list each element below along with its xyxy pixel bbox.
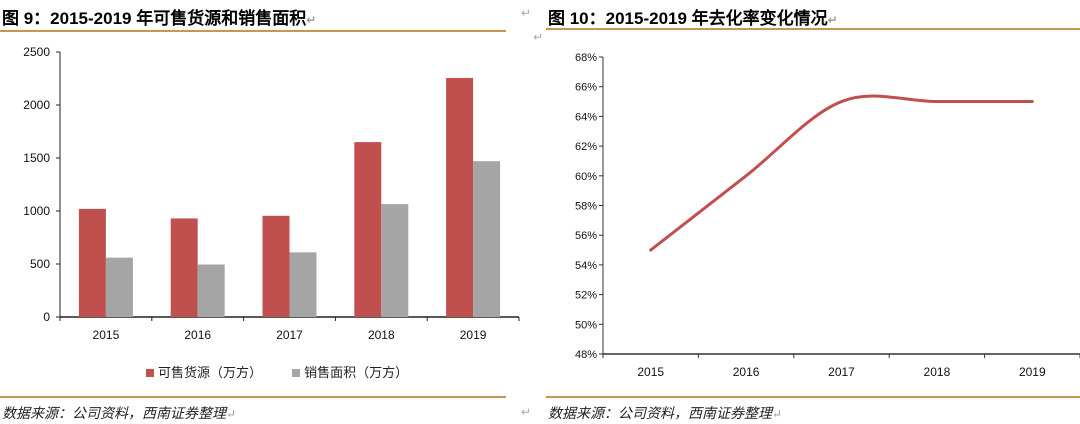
bar-sales-area-2016 — [197, 264, 225, 317]
paragraph-mark: ↵ — [533, 30, 544, 44]
y-tick-label: 58% — [575, 201, 597, 213]
x-tick-label: 2018 — [924, 365, 951, 379]
bar-available-supply-2019 — [446, 77, 474, 317]
bar-available-supply-2016 — [170, 218, 198, 317]
y-tick-label: 54% — [575, 260, 597, 272]
y-tick-label: 500 — [30, 257, 50, 271]
bar-sales-area-2018 — [381, 204, 409, 317]
bar-chart-legend: 可售货源（万方） 销售面积（万方） — [146, 362, 434, 381]
bar-sales-area-2019 — [473, 161, 501, 317]
legend-item-available-supply: 可售货源（万方） — [146, 366, 262, 381]
bar-available-supply-2017 — [262, 215, 290, 317]
bar-available-supply-2018 — [354, 142, 382, 317]
legend-swatch-gray — [292, 369, 301, 377]
y-tick-label: 48% — [575, 349, 597, 361]
left-figure-panel: 图 9：2015-2019 年可售货源和销售面积↵ 0 500 1000 1500 20… — [0, 0, 520, 424]
y-tick-label: 64% — [575, 111, 597, 123]
x-tick-label: 2019 — [460, 328, 487, 342]
line-chart: 48% 50% 52% 54% 56% 58% 60% 62% 64% 66% 68% 2015 201… — [575, 52, 1080, 379]
legend-swatch-red — [146, 369, 154, 377]
x-tick-label: 2015 — [637, 365, 664, 379]
left-source-note: 数据来源：公司资料，西南证券整理↵ — [2, 407, 237, 422]
right-figure-panel: 图 10：2015-2019 年去化率变化情况↵ 48% 50% 52% 54% 56%… — [546, 0, 1080, 424]
x-tick-label: 2017 — [828, 365, 855, 379]
y-tick-label: 50% — [575, 319, 597, 331]
x-tick-label: 2018 — [368, 328, 395, 342]
bar-chart: 0 500 1000 1500 2000 2500 2015 2016 2017 2018 2019 — [23, 45, 520, 342]
legend-item-sales-area: 销售面积（万方） — [292, 366, 408, 381]
y-tick-label: 1500 — [23, 151, 50, 165]
bar-sales-area-2017 — [289, 252, 317, 317]
y-tick-label: 1000 — [23, 204, 50, 218]
y-tick-label: 68% — [575, 52, 597, 64]
y-tick-label: 52% — [575, 290, 597, 302]
y-tick-label: 60% — [575, 171, 597, 183]
y-tick-label: 62% — [575, 141, 597, 153]
y-tick-label: 2500 — [23, 45, 50, 59]
y-tick-label: 56% — [575, 230, 597, 242]
right-title-rule — [546, 28, 1080, 30]
y-tick-label: 2000 — [23, 98, 50, 112]
x-tick-label: 2015 — [93, 328, 120, 342]
bar-available-supply-2015 — [78, 208, 106, 317]
y-tick-label: 66% — [575, 82, 597, 94]
right-source-note: 数据来源：公司资料，西南证券整理↵ — [548, 407, 783, 422]
y-tick-label: 0 — [43, 310, 50, 324]
right-figure-title: 图 10：2015-2019 年去化率变化情况↵ — [548, 9, 838, 28]
x-tick-label: 2017 — [276, 328, 303, 342]
left-figure-title: 图 9：2015-2019 年可售货源和销售面积↵ — [2, 9, 317, 28]
x-tick-label: 2016 — [733, 365, 760, 379]
paragraph-mark: ↵ — [521, 6, 532, 20]
bar-sales-area-2015 — [105, 257, 133, 317]
left-title-rule — [0, 30, 506, 32]
x-tick-label: 2016 — [184, 328, 211, 342]
right-source-rule — [546, 396, 1080, 398]
paragraph-mark: ↵ — [521, 405, 532, 419]
left-source-rule — [0, 396, 506, 398]
line-series-clearance-rate — [649, 94, 1034, 252]
x-tick-label: 2019 — [1019, 365, 1046, 379]
